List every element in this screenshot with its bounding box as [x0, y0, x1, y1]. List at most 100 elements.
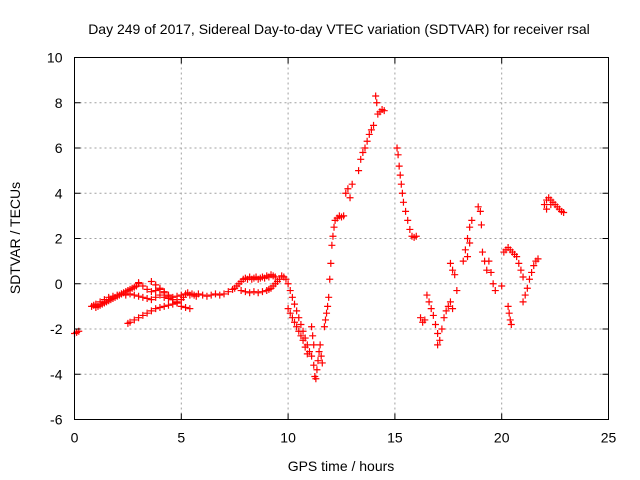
data-point — [152, 305, 160, 313]
data-point — [224, 288, 232, 296]
data-point — [147, 277, 155, 285]
data-point — [284, 280, 292, 288]
data-point — [160, 302, 168, 310]
data-point — [560, 208, 568, 216]
data-point — [147, 296, 155, 304]
data-point — [373, 99, 381, 107]
data-point — [109, 292, 117, 300]
data-point — [258, 288, 266, 296]
data-point — [367, 126, 375, 134]
data-point — [476, 207, 484, 215]
data-point — [396, 171, 404, 179]
data-point — [309, 332, 317, 340]
data-point — [325, 293, 333, 301]
y-tick-label: 10 — [47, 50, 63, 66]
data-point — [528, 268, 536, 276]
data-point — [431, 320, 439, 328]
data-point — [397, 180, 405, 188]
data-point — [365, 130, 373, 138]
data-point — [398, 189, 406, 197]
data-point — [96, 298, 104, 306]
data-point — [117, 290, 125, 298]
data-point — [504, 302, 512, 310]
data-point — [444, 302, 452, 310]
data-point — [330, 223, 338, 231]
data-point — [143, 294, 151, 302]
data-point — [346, 194, 354, 202]
data-point — [477, 221, 485, 229]
data-point — [143, 309, 151, 317]
data-point — [295, 327, 303, 335]
data-point — [417, 314, 425, 322]
x-tick-label: 20 — [494, 430, 510, 446]
data-point — [521, 291, 529, 299]
data-point — [547, 201, 555, 209]
data-point — [314, 357, 322, 365]
data-point — [203, 292, 211, 300]
data-point — [293, 307, 301, 315]
data-point — [513, 253, 521, 261]
x-tick-label: 5 — [177, 430, 185, 446]
data-point — [434, 330, 442, 338]
data-point — [483, 266, 491, 274]
data-point — [105, 293, 113, 301]
grid — [74, 57, 609, 420]
data-point — [147, 307, 155, 315]
data-point — [359, 149, 367, 157]
data-point — [517, 266, 525, 274]
data-point — [295, 314, 303, 322]
data-point — [489, 280, 497, 288]
data-point — [299, 336, 307, 344]
data-point — [303, 350, 311, 358]
data-point — [284, 305, 292, 313]
data-point — [363, 137, 371, 145]
data-point — [530, 262, 538, 270]
data-point — [427, 305, 435, 313]
data-point — [312, 375, 320, 383]
data-point — [220, 290, 228, 298]
data-point — [344, 185, 352, 193]
data-point — [327, 259, 335, 267]
data-point — [449, 305, 457, 313]
data-point — [250, 288, 258, 296]
data-point — [139, 311, 147, 319]
data-point — [113, 291, 121, 299]
data-point — [254, 289, 262, 297]
data-point — [328, 241, 336, 249]
data-point — [370, 121, 378, 129]
data-point — [308, 352, 316, 360]
data-point — [164, 292, 172, 300]
data-point — [282, 275, 290, 283]
data-point — [324, 302, 332, 310]
data-point — [323, 309, 331, 317]
data-point — [434, 341, 442, 349]
data-point — [466, 223, 474, 231]
y-tick-label: -2 — [50, 321, 63, 337]
data-point — [135, 292, 143, 300]
data-point — [177, 302, 185, 310]
data-point — [237, 287, 245, 295]
data-point — [92, 300, 100, 308]
data-point — [326, 275, 334, 283]
data-point — [211, 290, 219, 298]
data-point — [169, 300, 177, 308]
data-point — [291, 300, 299, 308]
data-point — [446, 259, 454, 267]
data-marks — [71, 92, 568, 383]
data-point — [380, 107, 388, 115]
data-point — [329, 232, 337, 240]
data-point — [156, 284, 164, 292]
data-point — [421, 316, 429, 324]
data-point — [310, 341, 318, 349]
data-point — [355, 167, 363, 175]
data-point — [451, 271, 459, 279]
data-point — [186, 305, 194, 313]
data-point — [507, 320, 515, 328]
data-point — [348, 180, 356, 188]
data-point — [498, 282, 506, 290]
data-point — [466, 239, 474, 247]
data-point — [126, 318, 134, 326]
data-point — [342, 189, 350, 197]
data-point — [288, 293, 296, 301]
data-point — [540, 201, 548, 209]
